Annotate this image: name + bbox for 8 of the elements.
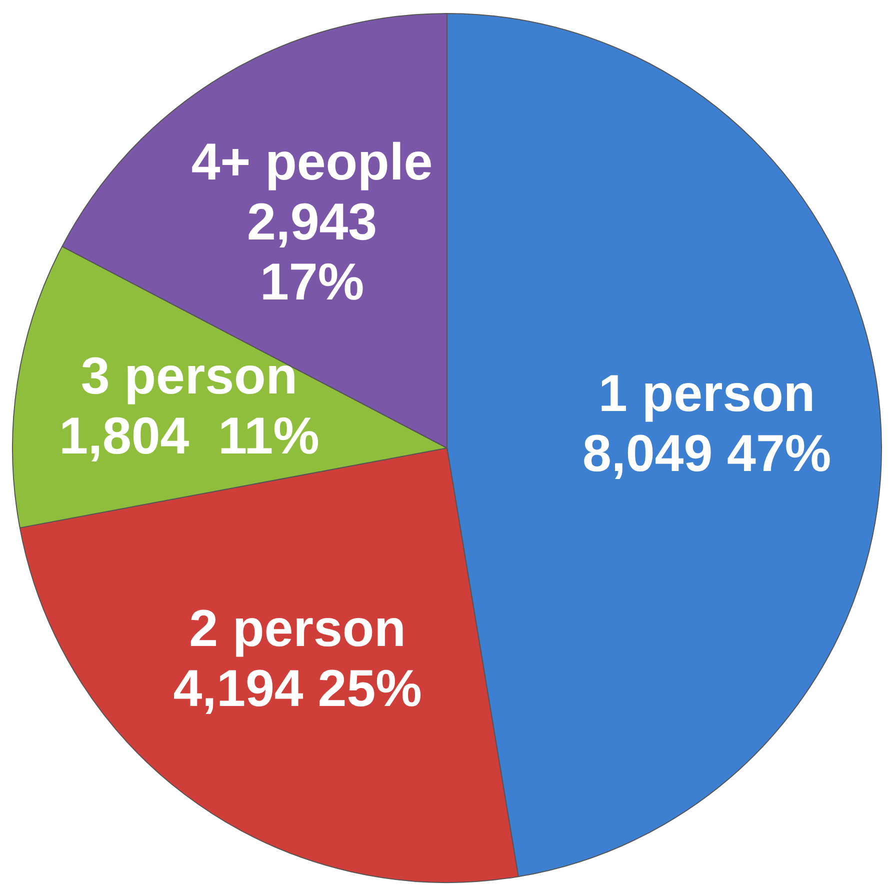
slice-label: 1 person xyxy=(598,364,816,423)
data-label: 1,804 11% xyxy=(59,408,320,466)
data-label: 4,194 25% xyxy=(173,660,422,718)
data-label: 8,049 47% xyxy=(582,424,832,483)
data-label: 2,943 17% xyxy=(246,193,378,312)
slice-label: 3 person xyxy=(80,348,298,406)
slice-label: 2 person xyxy=(189,600,406,658)
slice-label: 4+ people xyxy=(191,133,433,192)
